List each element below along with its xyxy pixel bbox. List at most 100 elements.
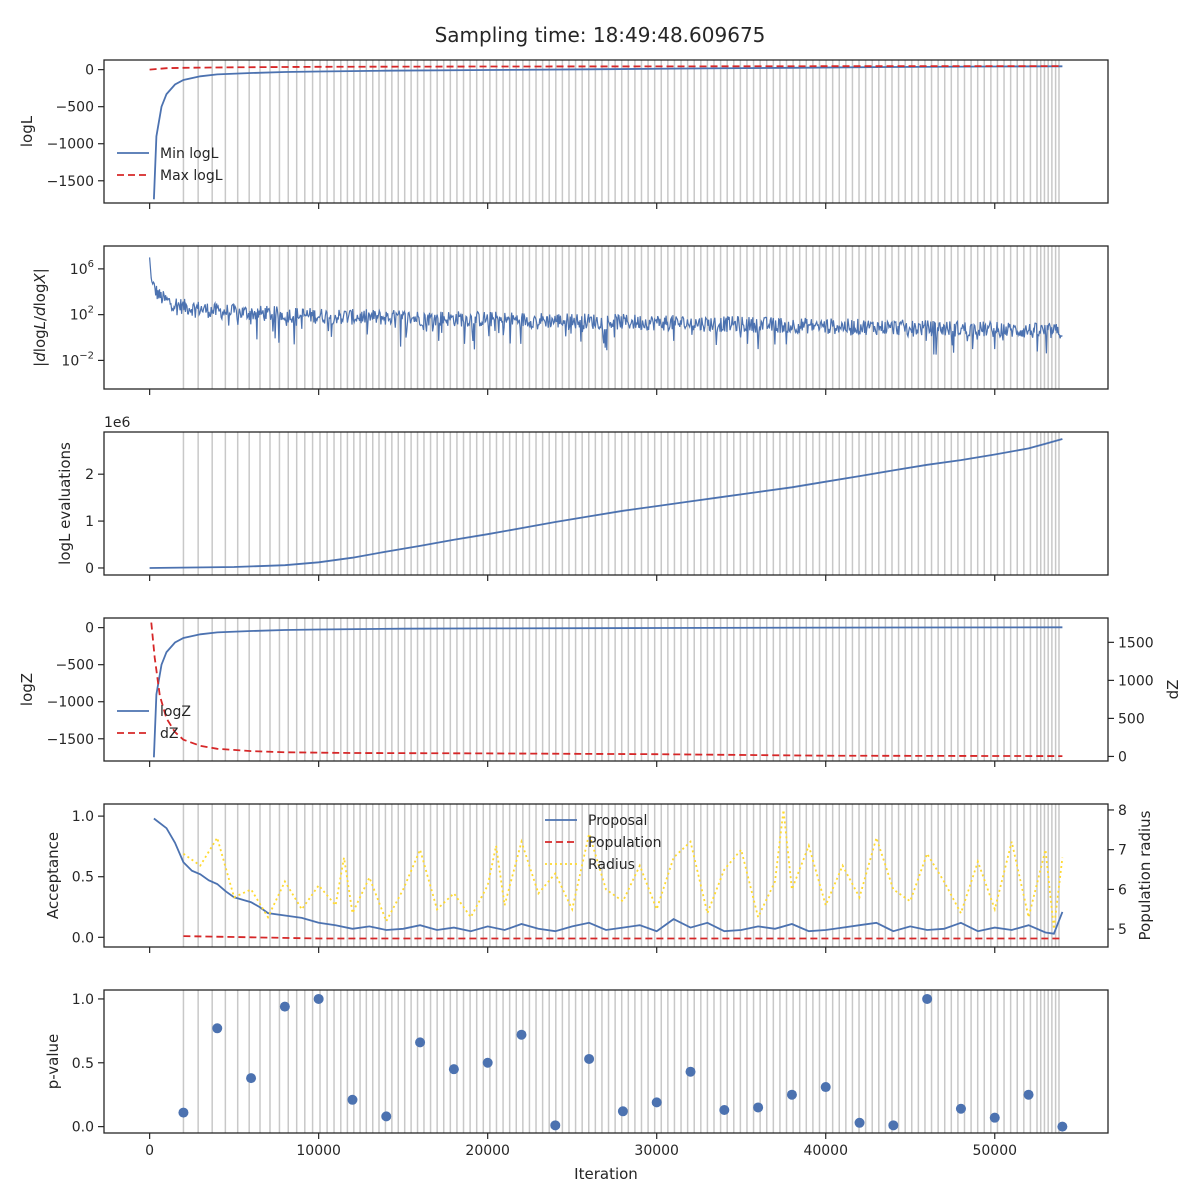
scatter-point bbox=[922, 993, 933, 1004]
y-tick-label: −1500 bbox=[47, 174, 94, 190]
y-right-tick-label: 0 bbox=[1118, 749, 1127, 765]
y-tick-label: 10−2 bbox=[61, 350, 94, 369]
legend-label: Max logL bbox=[160, 168, 223, 184]
axes-frame bbox=[103, 617, 1109, 762]
legend-label: logZ bbox=[160, 704, 191, 720]
y-axis-label: logZ bbox=[18, 673, 36, 706]
y-tick-label: 1.0 bbox=[72, 809, 94, 825]
y-tick-label: −500 bbox=[56, 100, 94, 116]
scatter-point bbox=[989, 1112, 1000, 1123]
y-tick-label: 0 bbox=[85, 621, 94, 637]
y-right-tick-label: 1500 bbox=[1118, 635, 1154, 651]
scatter-point bbox=[212, 1023, 223, 1034]
y-tick-label: −1500 bbox=[47, 732, 94, 748]
y-right-tick-label: 1000 bbox=[1118, 673, 1154, 689]
y-tick-label: 2 bbox=[85, 467, 94, 483]
legend: Min logL Max logL bbox=[117, 146, 223, 184]
plot-area bbox=[178, 990, 1068, 1133]
scatter-point bbox=[347, 1094, 358, 1105]
scatter-point bbox=[415, 1037, 426, 1048]
y-tick-label: 106 bbox=[70, 259, 94, 278]
scatter-point bbox=[617, 1106, 628, 1117]
y-axis-label: Acceptance bbox=[44, 832, 62, 919]
y-axis-label: logL bbox=[18, 115, 36, 147]
x-axis-label: Iteration bbox=[574, 1165, 638, 1183]
plot-area bbox=[153, 804, 1064, 947]
x-tick-label: 50000 bbox=[972, 1143, 1017, 1159]
y-scale-offset: 1e6 bbox=[104, 415, 131, 431]
scatter-point bbox=[246, 1073, 257, 1084]
scatter-point bbox=[685, 1066, 696, 1077]
y-tick-label: 0.0 bbox=[72, 930, 94, 946]
panel-pvalue: 0 10000 20000 30000 40000 50000 0.0 0.5 1.0 p-val… bbox=[44, 989, 1109, 1159]
x-tick-label: 40000 bbox=[803, 1143, 848, 1159]
legend-label: Radius bbox=[588, 857, 635, 873]
x-tick-label: 20000 bbox=[465, 1143, 510, 1159]
series-line-dlogl bbox=[149, 257, 1063, 355]
x-tick-label: 30000 bbox=[634, 1143, 679, 1159]
legend: Proposal Population Radius bbox=[545, 813, 662, 873]
series-line-logz bbox=[153, 626, 1063, 758]
y-tick-label: 1.0 bbox=[72, 992, 94, 1008]
axes-frame bbox=[103, 431, 1109, 576]
scatter-point bbox=[1023, 1089, 1034, 1100]
y-tick-label: −1000 bbox=[47, 695, 94, 711]
y-right-tick-label: 7 bbox=[1118, 843, 1127, 859]
series-line-radius bbox=[182, 809, 1064, 930]
figure-title: Sampling time: 18:49:48.609675 bbox=[435, 23, 766, 47]
scatter-point bbox=[279, 1001, 290, 1012]
y-right-axis-label: dZ bbox=[1164, 680, 1182, 700]
scatter-point bbox=[584, 1053, 595, 1064]
series-line-population bbox=[183, 935, 1063, 940]
y-right-tick-label: 5 bbox=[1118, 922, 1127, 938]
y-tick-label: 0 bbox=[85, 63, 94, 79]
scatter-point bbox=[888, 1120, 899, 1131]
y-tick-label: 1 bbox=[85, 514, 94, 530]
x-tick-label: 0 bbox=[145, 1143, 154, 1159]
panel-dlogl: 106 102 10−2 |dlogL/dlogX| bbox=[31, 245, 1109, 395]
axes-frame bbox=[103, 803, 1109, 948]
y-tick-label: 102 bbox=[70, 305, 94, 324]
series-line-proposal bbox=[153, 817, 1064, 935]
scatter-point bbox=[1057, 1121, 1068, 1132]
scatter-point bbox=[448, 1064, 459, 1075]
scatter-point bbox=[786, 1089, 797, 1100]
y-tick-label: −500 bbox=[56, 658, 94, 674]
panel-logz: 0 −500 −1000 −1500 logZ 0 500 1000 1500 dZ logZ dZ bbox=[18, 617, 1182, 767]
series-line-dz bbox=[150, 622, 1063, 757]
axes-frame bbox=[103, 245, 1109, 390]
legend-label: Population bbox=[588, 835, 662, 851]
series-line-evals bbox=[149, 438, 1063, 569]
y-axis-label: |dlogL/dlogX| bbox=[31, 268, 49, 367]
plot-area bbox=[149, 60, 1063, 203]
scatter-point bbox=[719, 1105, 730, 1116]
plot-area bbox=[150, 618, 1063, 761]
y-tick-label: 0.5 bbox=[72, 870, 94, 886]
series-line-min-logl bbox=[153, 65, 1063, 200]
scatter-point bbox=[820, 1082, 831, 1093]
legend-label: dZ bbox=[160, 726, 178, 742]
panel-logl: 0 −500 −1000 −1500 logL Min logL Max logL bbox=[18, 59, 1109, 209]
axes-frame bbox=[103, 989, 1109, 1134]
x-tick-label: 10000 bbox=[296, 1143, 341, 1159]
legend-label: Proposal bbox=[588, 813, 647, 829]
axes-frame bbox=[103, 59, 1109, 204]
scatter-point bbox=[381, 1111, 392, 1122]
y-right-tick-label: 8 bbox=[1118, 803, 1127, 819]
y-right-tick-label: 500 bbox=[1118, 711, 1145, 727]
y-right-axis-label: Population radius bbox=[1136, 810, 1154, 940]
y-axis-label: p-value bbox=[44, 1034, 62, 1090]
y-tick-label: 0.0 bbox=[72, 1120, 94, 1136]
panel-acceptance: 0.0 0.5 1.0 Acceptance 5 6 7 8 Population radius… bbox=[44, 803, 1154, 953]
scatter-point bbox=[516, 1029, 527, 1040]
scatter-point bbox=[753, 1102, 764, 1113]
series-line-max-logl bbox=[149, 65, 1063, 71]
y-right-tick-label: 6 bbox=[1118, 882, 1127, 898]
scatter-point bbox=[313, 993, 324, 1004]
scatter-point bbox=[550, 1120, 561, 1131]
plot-area bbox=[149, 432, 1063, 575]
scatter-point bbox=[178, 1107, 189, 1118]
y-tick-label: 0 bbox=[85, 561, 94, 577]
